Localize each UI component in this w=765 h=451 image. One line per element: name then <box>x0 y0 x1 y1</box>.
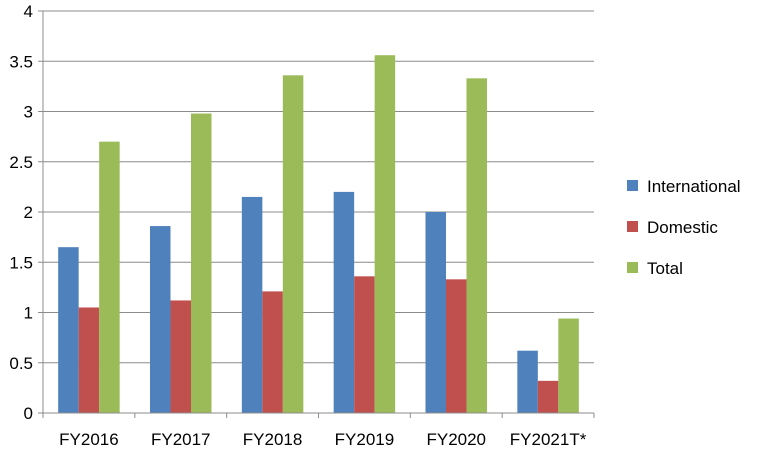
bar-total-fy2019 <box>374 55 396 413</box>
bar-domestic-fy2021t <box>537 380 559 413</box>
bar-domestic-fy2016 <box>78 307 100 413</box>
bar-domestic-fy2020 <box>446 279 467 413</box>
bar-domestic-fy2017 <box>170 300 191 413</box>
axes <box>38 10 595 418</box>
x-tick-label: FY2018 <box>243 430 303 449</box>
bar-international-fy2016 <box>58 247 79 413</box>
y-tick-label: 0 <box>24 404 33 423</box>
legend-label-international: International <box>647 177 741 196</box>
y-tick-label: 2 <box>24 203 33 222</box>
legend-swatch-total <box>627 262 638 273</box>
bar-international-fy2020 <box>425 212 446 413</box>
bar-total-fy2020 <box>466 78 487 414</box>
gridlines <box>43 10 594 364</box>
legend: International Domestic Total <box>627 177 741 278</box>
bar-international-fy2021t <box>517 350 538 413</box>
bar-domestic-fy2018 <box>262 291 283 413</box>
x-tick-label: FY2021T* <box>510 430 587 449</box>
bar-domestic-fy2019 <box>354 276 375 413</box>
bars <box>58 55 579 414</box>
bar-international-fy2018 <box>241 196 263 413</box>
y-tick-label: 1 <box>24 304 33 323</box>
legend-label-total: Total <box>647 259 683 278</box>
bar-total-fy2016 <box>99 141 120 413</box>
y-tick-labels: 0 0.5 1 1.5 2 2.5 3 3.5 4 <box>9 2 33 423</box>
bar-international-fy2017 <box>150 226 171 413</box>
legend-swatch-international <box>627 180 638 191</box>
x-tick-label: FY2017 <box>151 430 211 449</box>
x-tick-labels: FY2016 FY2017 FY2018 FY2019 FY2020 FY2021T* <box>59 430 587 449</box>
bar-total-fy2018 <box>282 75 304 413</box>
y-tick-label: 3.5 <box>9 52 33 71</box>
bar-international-fy2019 <box>333 191 355 413</box>
y-tick-label: 3 <box>24 103 33 122</box>
bar-total-fy2021t <box>558 318 579 413</box>
legend-swatch-domestic <box>627 221 638 232</box>
y-tick-label: 1.5 <box>9 253 33 272</box>
x-tick-label: FY2019 <box>335 430 395 449</box>
x-tick-label: FY2020 <box>426 430 486 449</box>
x-tick-label: FY2016 <box>59 430 119 449</box>
y-tick-label: 4 <box>24 2 33 21</box>
y-tick-label: 0.5 <box>9 354 33 373</box>
bar-total-fy2017 <box>191 113 212 413</box>
legend-label-domestic: Domestic <box>647 218 718 237</box>
y-tick-label: 2.5 <box>9 153 33 172</box>
